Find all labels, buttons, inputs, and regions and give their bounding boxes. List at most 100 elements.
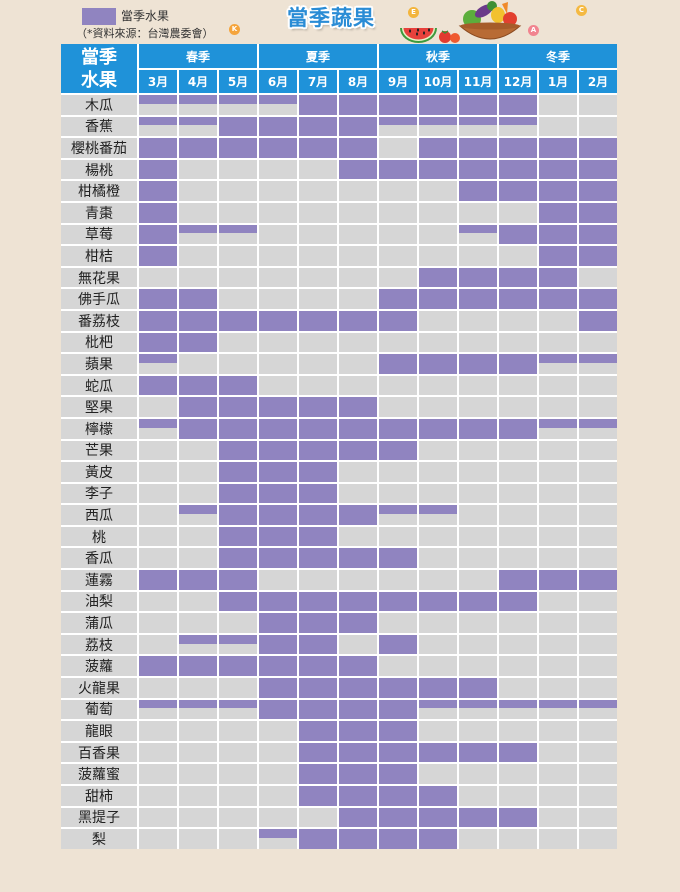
season-header-spring: 春季: [139, 44, 257, 68]
in-season-cell: [139, 202, 177, 223]
off-season-cell: [259, 786, 297, 806]
off-season-cell: [539, 721, 577, 741]
partial-season-strip: [419, 116, 457, 126]
off-season-cell: [179, 202, 217, 223]
off-season-cell: [379, 267, 417, 288]
month-header: 7月: [299, 70, 337, 93]
in-season-cell: [299, 591, 337, 612]
partial-season-cell: [539, 699, 577, 720]
off-season-cell: [179, 354, 217, 374]
off-season-cell: [139, 267, 177, 288]
in-season-cell: [339, 678, 377, 698]
off-season-cell: [179, 548, 217, 569]
month-header: 10月: [419, 70, 457, 93]
fruit-name: 黑提子: [61, 807, 137, 828]
in-season-cell: [379, 742, 417, 763]
off-season-cell: [419, 181, 457, 201]
off-season-cell: [219, 202, 257, 223]
in-season-cell: [339, 440, 377, 461]
in-season-cell: [299, 786, 337, 806]
off-season-cell: [219, 678, 257, 698]
in-season-cell: [219, 138, 257, 158]
off-season-cell: [579, 267, 617, 288]
fruit-name: 蓮霧: [61, 570, 137, 590]
in-season-cell: [219, 418, 257, 439]
partial-season-cell: [179, 699, 217, 720]
off-season-cell: [339, 181, 377, 201]
off-season-cell: [579, 483, 617, 504]
off-season-cell: [539, 462, 577, 482]
in-season-cell: [299, 526, 337, 547]
in-season-cell: [259, 116, 297, 137]
in-season-cell: [259, 418, 297, 439]
fruit-name: 檸檬: [61, 418, 137, 439]
off-season-cell: [499, 462, 537, 482]
in-season-cell: [419, 591, 457, 612]
off-season-cell: [339, 267, 377, 288]
off-season-cell: [419, 613, 457, 633]
in-season-cell: [379, 591, 417, 612]
partial-season-cell: [179, 95, 217, 115]
in-season-cell: [419, 418, 457, 439]
in-season-cell: [499, 591, 537, 612]
in-season-cell: [299, 613, 337, 633]
in-season-cell: [419, 829, 457, 849]
in-season-cell: [179, 570, 217, 590]
off-season-cell: [179, 591, 217, 612]
in-season-cell: [379, 764, 417, 784]
off-season-cell: [539, 786, 577, 806]
corner-label-line: 當季: [81, 46, 117, 68]
in-season-cell: [179, 310, 217, 331]
off-season-cell: [499, 202, 537, 223]
in-season-cell: [459, 181, 497, 201]
off-season-cell: [299, 267, 337, 288]
off-season-cell: [579, 332, 617, 353]
legend-label: 當季水果: [121, 9, 170, 23]
off-season-cell: [579, 656, 617, 677]
partial-season-cell: [379, 505, 417, 525]
in-season-cell: [459, 159, 497, 180]
off-season-cell: [179, 678, 217, 698]
month-header: 6月: [259, 70, 297, 93]
off-season-cell: [139, 764, 177, 784]
partial-season-strip: [419, 505, 457, 515]
in-season-cell: [539, 570, 577, 590]
off-season-cell: [579, 95, 617, 115]
off-season-cell: [579, 721, 617, 741]
partial-season-cell: [419, 116, 457, 137]
off-season-cell: [539, 807, 577, 828]
in-season-cell: [539, 181, 577, 201]
in-season-cell: [259, 591, 297, 612]
off-season-cell: [179, 786, 217, 806]
partial-season-strip: [179, 634, 217, 644]
month-header: 9月: [379, 70, 417, 93]
fruit-name: 無花果: [61, 267, 137, 288]
off-season-cell: [379, 181, 417, 201]
fruit-name: 楊桃: [61, 159, 137, 180]
in-season-cell: [539, 138, 577, 158]
in-season-cell: [579, 310, 617, 331]
partial-season-strip: [419, 699, 457, 709]
off-season-cell: [339, 202, 377, 223]
in-season-cell: [139, 375, 177, 396]
season-header-summer: 夏季: [259, 44, 377, 68]
in-season-cell: [379, 678, 417, 698]
partial-season-strip: [579, 354, 617, 363]
off-season-cell: [419, 246, 457, 266]
in-season-cell: [219, 656, 257, 677]
in-season-cell: [339, 397, 377, 417]
in-season-cell: [219, 526, 257, 547]
partial-season-cell: [259, 829, 297, 849]
off-season-cell: [379, 332, 417, 353]
off-season-cell: [459, 462, 497, 482]
in-season-cell: [259, 397, 297, 417]
partial-season-strip: [179, 224, 217, 234]
off-season-cell: [419, 310, 457, 331]
off-season-cell: [539, 591, 577, 612]
off-season-cell: [299, 181, 337, 201]
off-season-cell: [259, 267, 297, 288]
off-season-cell: [579, 397, 617, 417]
off-season-cell: [259, 742, 297, 763]
fruit-name: 菠蘿: [61, 656, 137, 677]
off-season-cell: [579, 375, 617, 396]
